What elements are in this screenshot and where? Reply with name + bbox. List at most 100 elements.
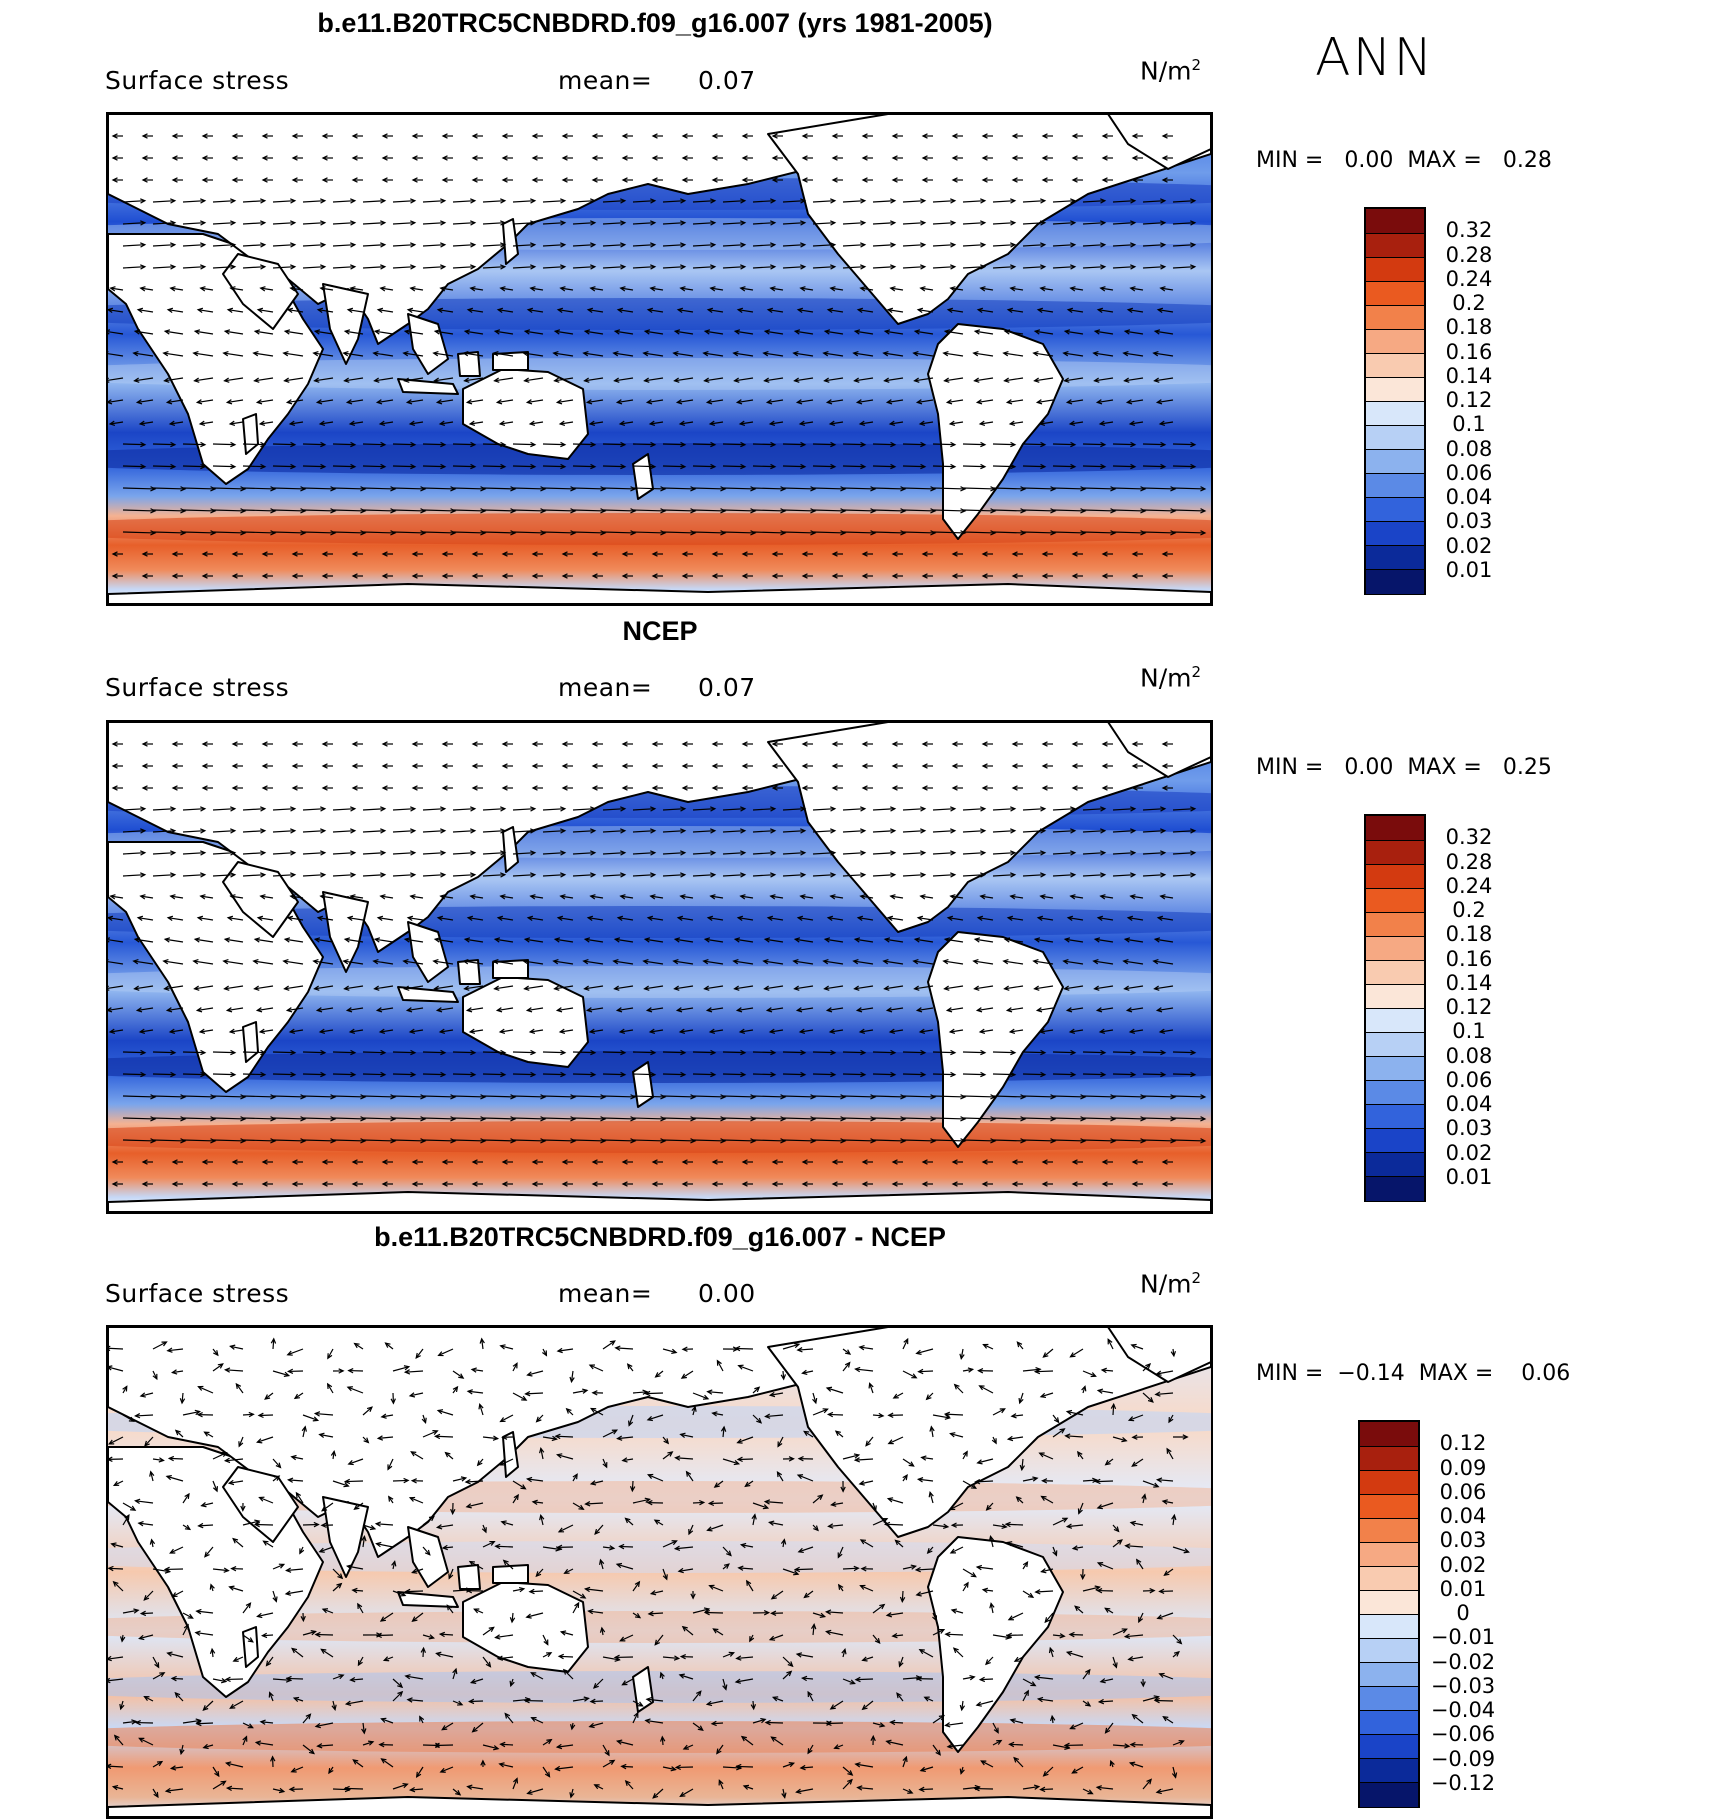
stress-arrow: [169, 1457, 184, 1460]
stress-arrow: [1172, 1546, 1189, 1553]
stress-arrow: [572, 266, 595, 269]
stress-arrowhead: [210, 1138, 217, 1144]
stress-arrowhead: [1160, 463, 1167, 470]
stress-arrowhead: [381, 133, 388, 139]
stress-arrowhead: [970, 1572, 977, 1578]
stress-arrow: [962, 1095, 995, 1098]
stress-arrow: [812, 1051, 835, 1054]
stress-arrow: [893, 1392, 904, 1399]
stress-arrow: [826, 1387, 844, 1394]
stress-arrowhead: [823, 329, 831, 335]
stress-arrow: [752, 200, 775, 203]
stress-arrowhead: [1011, 1159, 1018, 1165]
stress-arrow: [1022, 266, 1045, 269]
stress-arrow: [947, 1744, 964, 1748]
colorbar-tick-label: −0.03: [1430, 1673, 1496, 1698]
stress-arrow: [962, 874, 985, 877]
stress-arrowhead: [441, 741, 448, 747]
stress-arrowhead: [1010, 828, 1017, 834]
stress-arrowhead: [1065, 1409, 1073, 1416]
stress-arrowhead: [156, 1760, 164, 1767]
stress-arrow: [452, 1051, 475, 1054]
stress-arrowhead: [163, 1566, 170, 1573]
stress-arrowhead: [360, 530, 367, 536]
stress-arrowhead: [723, 1563, 730, 1569]
stress-arrowhead: [681, 1625, 688, 1632]
stress-arrowhead: [320, 220, 327, 226]
stress-arrow: [859, 1480, 874, 1485]
stress-arrow: [884, 377, 904, 382]
stress-arrowhead: [711, 177, 718, 183]
stress-arrowhead: [1040, 850, 1047, 856]
stress-arrowhead: [338, 1368, 345, 1374]
stress-arrow: [1112, 852, 1135, 855]
stress-arrowhead: [920, 463, 927, 470]
stress-arrowhead: [432, 350, 439, 357]
stress-arrow: [452, 1477, 466, 1482]
stress-arrowhead: [586, 915, 594, 922]
stress-arrowhead: [471, 155, 478, 161]
stress-arrow: [842, 1348, 851, 1355]
stress-arrow: [212, 244, 235, 247]
colorbar-tick-label: 0.2: [1452, 898, 1486, 922]
stress-arrowhead: [1063, 329, 1071, 335]
stress-arrowhead: [807, 1690, 813, 1698]
stress-arrow: [332, 1700, 336, 1710]
stress-arrow: [452, 465, 475, 468]
stress-arrowhead: [440, 198, 447, 204]
stress-arrowhead: [969, 1674, 976, 1681]
stress-arrowhead: [861, 1704, 868, 1711]
stress-arrowhead: [885, 399, 893, 405]
stress-arrow: [242, 509, 275, 512]
stress-arrow: [212, 1139, 245, 1142]
stress-arrowhead: [169, 1765, 177, 1771]
stress-arrow: [347, 399, 364, 404]
stress-arrow: [227, 1007, 244, 1012]
stress-arrowhead: [1160, 441, 1167, 448]
stress-arrow: [798, 1546, 814, 1553]
stress-arrowhead: [391, 1560, 397, 1567]
stress-arrow: [1105, 1458, 1114, 1466]
stress-arrow: [683, 1744, 694, 1750]
stress-arrowhead: [1190, 1049, 1197, 1056]
stress-arrow: [1052, 1117, 1085, 1120]
stress-arrowhead: [800, 264, 807, 270]
stress-arrow: [1082, 200, 1105, 203]
stress-arrow: [525, 938, 544, 943]
stress-arrow: [1070, 1348, 1084, 1358]
stress-arrowhead: [1190, 220, 1197, 226]
stress-arrow: [317, 399, 334, 404]
stress-arrowhead: [229, 1344, 236, 1350]
stress-arrow: [302, 244, 325, 247]
stress-arrow: [978, 309, 994, 313]
stress-arrow: [332, 1674, 344, 1680]
stress-arrowhead: [1110, 486, 1117, 492]
stress-arrow: [590, 895, 604, 899]
stress-arrow: [916, 1590, 934, 1596]
stress-arrowhead: [1101, 573, 1108, 579]
stress-arrowhead: [342, 350, 349, 357]
stress-arrowhead: [705, 1007, 713, 1013]
stress-arrowhead: [521, 1395, 528, 1401]
stress-arrow: [662, 487, 695, 490]
stress-arrowhead: [212, 1486, 218, 1493]
stress-arrowhead: [560, 463, 567, 470]
stress-arrow: [752, 222, 775, 225]
stress-arrowhead: [411, 573, 418, 579]
stress-arrowhead: [742, 1784, 750, 1790]
stress-arrowhead: [559, 894, 566, 900]
stress-arrow: [233, 1656, 244, 1662]
stress-arrow: [387, 1458, 394, 1470]
stress-arrowhead: [796, 1474, 804, 1480]
stress-arrow: [392, 1095, 425, 1098]
stress-arrowhead: [557, 1527, 565, 1533]
stress-arrowhead: [321, 785, 328, 791]
stress-arrowhead: [615, 399, 623, 405]
stress-arrowhead: [111, 763, 118, 769]
stress-arrowhead: [232, 1537, 239, 1544]
stress-arrowhead: [137, 1520, 144, 1527]
stress-arrow: [692, 509, 725, 512]
stress-arrow: [511, 1612, 514, 1623]
stress-arrowhead: [260, 1632, 268, 1639]
colorbar-swatch: [1366, 816, 1424, 841]
